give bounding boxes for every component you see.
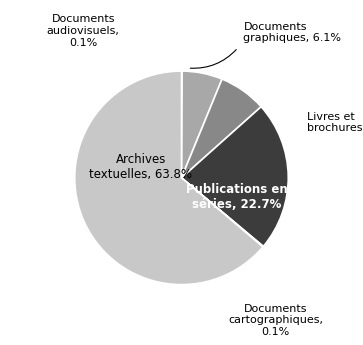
Wedge shape bbox=[75, 71, 263, 285]
Text: Documents
audiovisuels,
0.1%: Documents audiovisuels, 0.1% bbox=[47, 14, 120, 48]
Text: Documents
graphiques, 6.1%: Documents graphiques, 6.1% bbox=[244, 22, 342, 43]
Wedge shape bbox=[182, 71, 222, 178]
Wedge shape bbox=[182, 107, 288, 246]
Wedge shape bbox=[182, 178, 263, 247]
Text: Documents
cartographiques,
0.1%: Documents cartographiques, 0.1% bbox=[228, 304, 323, 337]
Text: Archives
textuelles, 63.8%: Archives textuelles, 63.8% bbox=[89, 153, 192, 181]
Text: Livres et
brochures, 7.2%: Livres et brochures, 7.2% bbox=[307, 111, 363, 133]
Text: Publications en
séries, 22.7%: Publications en séries, 22.7% bbox=[186, 183, 288, 211]
Wedge shape bbox=[182, 79, 261, 178]
